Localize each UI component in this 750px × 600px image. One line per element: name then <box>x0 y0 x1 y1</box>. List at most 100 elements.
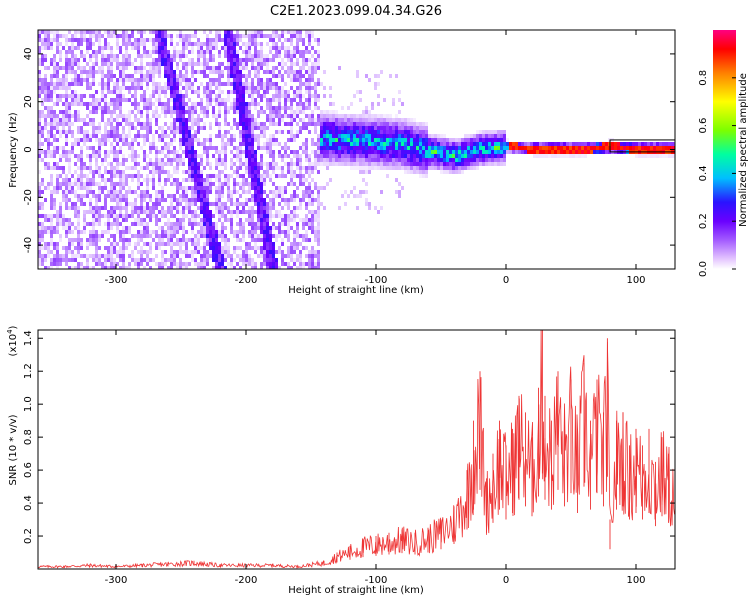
heatmap-cell <box>326 150 329 154</box>
heatmap-cell <box>149 142 152 146</box>
heatmap-cell <box>212 230 215 234</box>
heatmap-cell <box>263 34 266 38</box>
heatmap-cell <box>194 162 197 166</box>
heatmap-cell <box>95 198 98 202</box>
heatmap-cell <box>77 246 80 250</box>
heatmap-cell <box>485 142 488 146</box>
heatmap-cell <box>431 154 434 158</box>
heatmap-cell <box>356 146 359 150</box>
heatmap-cell <box>65 178 68 182</box>
heatmap-cell <box>371 106 374 110</box>
heatmap-cell <box>221 38 224 42</box>
heatmap-cell <box>455 150 458 154</box>
heatmap-cell <box>278 174 281 178</box>
heatmap-cell <box>176 78 179 82</box>
heatmap-cell <box>221 246 224 250</box>
colorbar: 0.00.20.40.60.8 Normalized spectral ampl… <box>698 30 749 277</box>
heatmap-cell <box>386 130 389 134</box>
heatmap-cell <box>239 266 242 269</box>
heatmap-cell <box>185 254 188 258</box>
heatmap-cell <box>227 70 230 74</box>
heatmap-cell <box>515 142 518 146</box>
heatmap-cell <box>221 226 224 230</box>
heatmap-cell <box>116 150 119 154</box>
heatmap-cell <box>161 34 164 38</box>
heatmap-cell <box>68 122 71 126</box>
heatmap-cell <box>149 66 152 70</box>
heatmap-cell <box>299 146 302 150</box>
heatmap-cell <box>287 122 290 126</box>
heatmap-cell <box>356 70 359 74</box>
heatmap-cell <box>104 154 107 158</box>
heatmap-cell <box>173 50 176 54</box>
heatmap-cell <box>212 90 215 94</box>
heatmap-cell <box>110 262 113 266</box>
heatmap-cell <box>107 194 110 198</box>
heatmap-cell <box>293 134 296 138</box>
heatmap-cell <box>248 110 251 114</box>
heatmap-cell <box>350 146 353 150</box>
heatmap-cell <box>422 154 425 158</box>
heatmap-cell <box>38 146 41 150</box>
heatmap-cell <box>473 158 476 162</box>
heatmap-cell <box>248 146 251 150</box>
heatmap-cell <box>233 182 236 186</box>
heatmap-cell <box>107 226 110 230</box>
heatmap-cell <box>194 62 197 66</box>
heatmap-cell <box>248 50 251 54</box>
heatmap-cell <box>236 166 239 170</box>
heatmap-cell <box>161 42 164 46</box>
heatmap-cell <box>368 162 371 166</box>
heatmap-cell <box>173 262 176 266</box>
heatmap-cell <box>164 50 167 54</box>
heatmap-cell <box>434 162 437 166</box>
heatmap-cell <box>239 254 242 258</box>
heatmap-cell <box>287 262 290 266</box>
heatmap-cell <box>173 194 176 198</box>
heatmap-cell <box>272 34 275 38</box>
heatmap-cell <box>272 94 275 98</box>
heatmap-cell <box>131 30 134 34</box>
heatmap-cell <box>245 246 248 250</box>
heatmap-cell <box>251 214 254 218</box>
heatmap-cell <box>155 262 158 266</box>
heatmap-cell <box>176 210 179 214</box>
heatmap-cell <box>137 70 140 74</box>
heatmap-cell <box>392 130 395 134</box>
heatmap-cell <box>65 74 68 78</box>
heatmap-cell <box>116 78 119 82</box>
heatmap-cell <box>146 110 149 114</box>
heatmap-cell <box>185 214 188 218</box>
heatmap-cell <box>266 246 269 250</box>
heatmap-cell <box>275 82 278 86</box>
heatmap-cell <box>404 142 407 146</box>
heatmap-cell <box>119 150 122 154</box>
heatmap-cell <box>83 70 86 74</box>
heatmap-cell <box>146 122 149 126</box>
heatmap-cell <box>182 102 185 106</box>
heatmap-cell <box>185 142 188 146</box>
heatmap-cell <box>254 150 257 154</box>
heatmap-cell <box>251 162 254 166</box>
heatmap-cell <box>341 158 344 162</box>
heatmap-cell <box>269 162 272 166</box>
heatmap-cell <box>461 138 464 142</box>
heatmap-cell <box>329 142 332 146</box>
heatmap-cell <box>188 162 191 166</box>
heatmap-cell <box>101 230 104 234</box>
heatmap-cell <box>233 82 236 86</box>
heatmap-cell <box>65 110 68 114</box>
heatmap-cell <box>455 138 458 142</box>
heatmap-cell <box>164 106 167 110</box>
heatmap-cell <box>401 102 404 106</box>
heatmap-cell <box>134 242 137 246</box>
heatmap-cell <box>80 158 83 162</box>
heatmap-cell <box>257 110 260 114</box>
heatmap-cell <box>65 174 68 178</box>
heatmap-cell <box>71 202 74 206</box>
heatmap-cell <box>224 102 227 106</box>
heatmap-cell <box>401 154 404 158</box>
heatmap-cell <box>248 38 251 42</box>
heatmap-cell <box>137 38 140 42</box>
heatmap-cell <box>302 174 305 178</box>
